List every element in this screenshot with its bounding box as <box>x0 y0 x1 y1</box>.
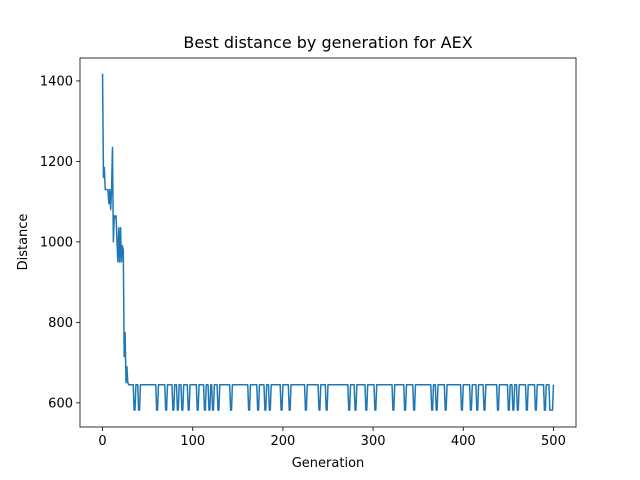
y-axis-label: Distance <box>16 214 31 271</box>
x-tick-label: 500 <box>541 434 566 449</box>
x-tick-label: 300 <box>361 434 386 449</box>
x-axis-label: Generation <box>292 456 365 471</box>
y-tick-label: 1000 <box>40 235 73 250</box>
y-tick-label: 1200 <box>40 155 73 170</box>
x-tick-label: 400 <box>451 434 476 449</box>
x-tick-label: 0 <box>98 434 106 449</box>
y-tick-label: 600 <box>48 396 73 411</box>
line <box>101 73 555 411</box>
y-tick-label: 800 <box>48 316 73 331</box>
chart-title: Best distance by generation for AEX <box>183 33 472 52</box>
x-tick-label: 100 <box>180 434 205 449</box>
y-tick-label: 1400 <box>40 74 73 89</box>
plot-frame <box>79 57 577 428</box>
x-tick-label: 200 <box>270 434 295 449</box>
